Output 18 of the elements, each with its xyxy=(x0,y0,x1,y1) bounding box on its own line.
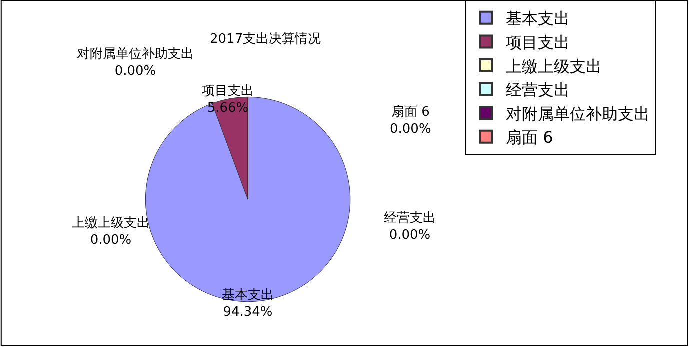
category-label: 扇面 6 xyxy=(391,105,430,120)
text: 0.00% xyxy=(114,64,156,79)
legend-label: 上缴上级支出 xyxy=(506,56,602,76)
text: 0.00% xyxy=(389,228,431,243)
slice-label: 项目支出 xyxy=(202,84,254,99)
category-label: 经营支出 xyxy=(384,211,436,226)
legend-label: 对附属单位补助支出 xyxy=(506,104,650,124)
slice-label: 基本支出 xyxy=(222,288,274,303)
legend-label: 扇面 6 xyxy=(506,128,554,148)
category-label: 对附属单位补助支出 xyxy=(77,47,194,62)
text: 2017支出决算情况 xyxy=(210,32,322,47)
legend-label: 基本支出 xyxy=(506,9,570,28)
legend-label: 项目支出 xyxy=(506,32,570,52)
legend-label: 经营支出 xyxy=(506,80,570,100)
category-label: 上缴上级支出 xyxy=(72,216,150,231)
text: 0.00% xyxy=(390,122,432,137)
text: 0.00% xyxy=(90,232,132,248)
data-label: 94.34% xyxy=(223,304,273,320)
